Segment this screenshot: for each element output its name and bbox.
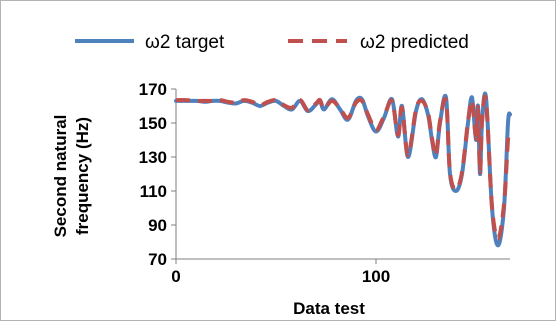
y-axis-title-line-1: Second natural xyxy=(51,115,70,238)
x-tick-label: 100 xyxy=(362,267,390,286)
x-tick-label: 0 xyxy=(171,267,180,286)
y-tick-label: 130 xyxy=(139,148,167,167)
y-axis-title-line-2: frequency (Hz) xyxy=(73,117,92,235)
y-tick-label: 170 xyxy=(139,80,167,99)
legend-label-target: ω2 target xyxy=(145,32,225,53)
legend-label-predicted: ω2 predicted xyxy=(360,32,469,53)
axes xyxy=(171,88,510,264)
y-tick-label: 110 xyxy=(140,182,167,201)
y-tick-label: 70 xyxy=(148,250,167,269)
y-tick-label: 90 xyxy=(148,216,167,235)
tick-labels: 70 90 110 130 150 170 0 100 xyxy=(139,80,391,286)
plot-area xyxy=(174,91,512,248)
legend: ω2 target ω2 predicted xyxy=(75,32,469,53)
y-tick-label: 150 xyxy=(139,114,167,133)
series-line-predicted xyxy=(175,94,512,241)
x-axis-title: Data test xyxy=(293,299,365,318)
